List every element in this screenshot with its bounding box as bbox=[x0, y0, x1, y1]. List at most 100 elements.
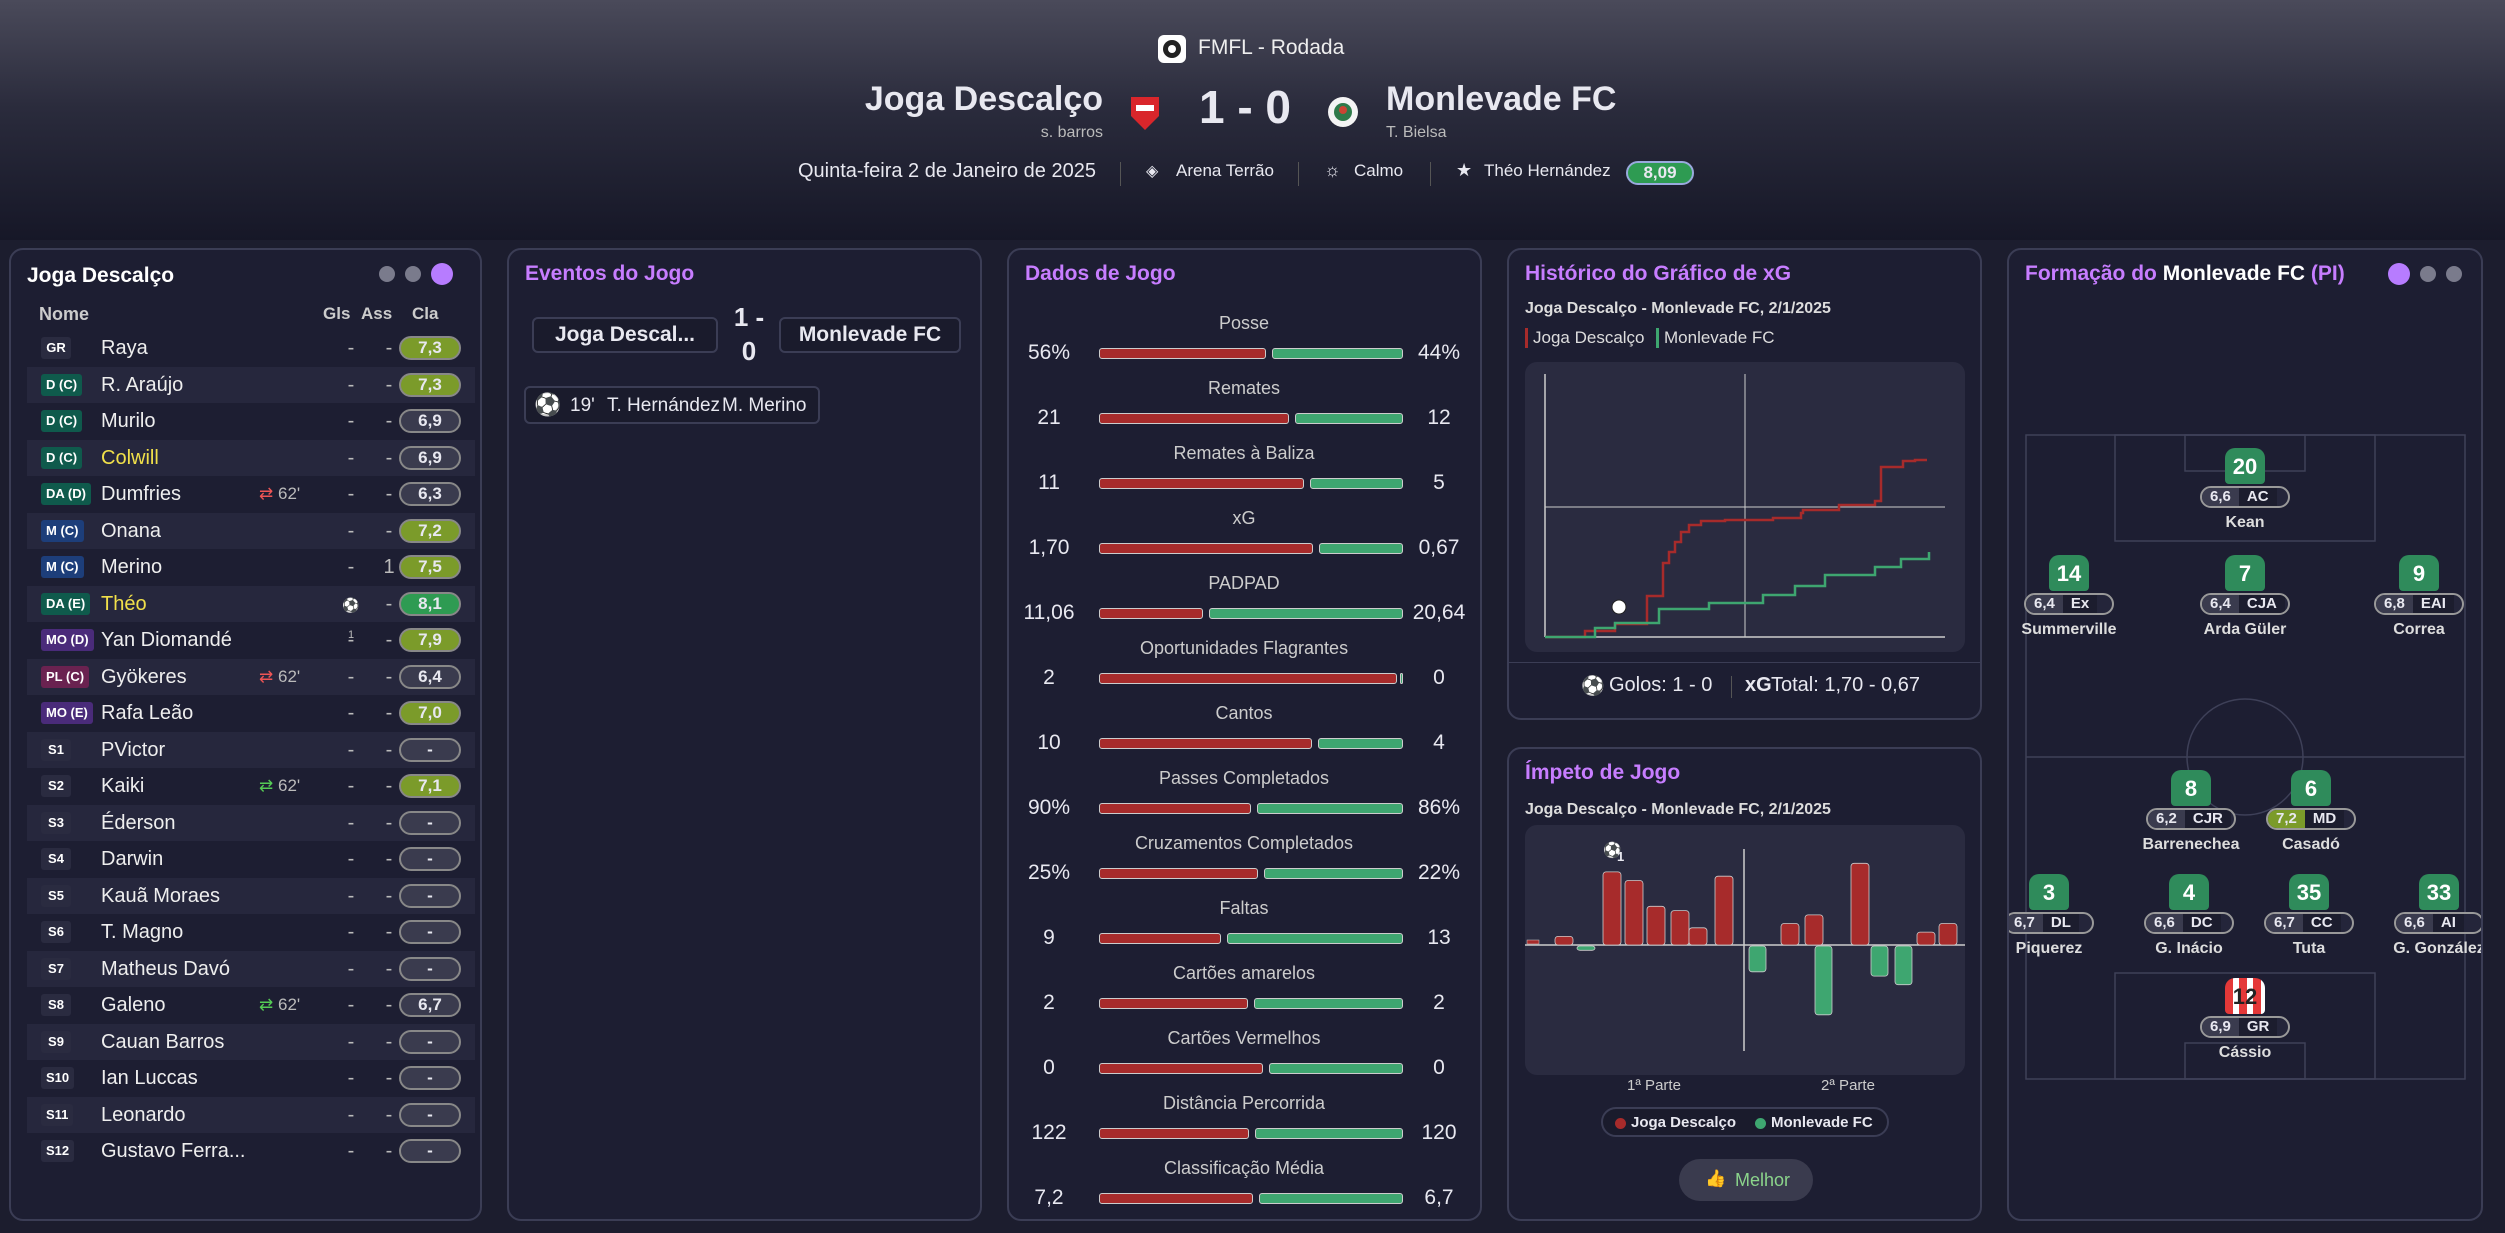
player-row[interactable]: S7 Matheus Davó - - - bbox=[27, 950, 475, 987]
col-header-cla[interactable]: Cla bbox=[412, 304, 439, 323]
player-name[interactable]: Rafa Leão bbox=[101, 702, 194, 724]
stat-row: Passes Completados 90% 86% bbox=[1009, 768, 1479, 833]
player-name[interactable]: Murilo bbox=[101, 410, 156, 432]
player-assists: - bbox=[385, 957, 393, 980]
player-rating: 6,7 bbox=[399, 993, 461, 1017]
lineup-pager[interactable] bbox=[379, 263, 453, 285]
page-dot[interactable] bbox=[2446, 266, 2462, 282]
player-name[interactable]: T. Magno bbox=[101, 921, 184, 943]
player-rating: 6,3 bbox=[399, 482, 461, 506]
player-name[interactable]: Kauã Moraes bbox=[101, 884, 220, 907]
player-assists: - bbox=[385, 1030, 393, 1053]
page-dot[interactable] bbox=[2420, 266, 2436, 282]
player-name[interactable]: Gyökeres bbox=[101, 665, 187, 688]
shirt-icon: 35 bbox=[2289, 874, 2329, 910]
best-button[interactable]: 👍 Melhor bbox=[1679, 1159, 1813, 1201]
player-name[interactable]: Théo bbox=[101, 592, 147, 615]
player-name[interactable]: Cauan Barros bbox=[101, 1030, 225, 1053]
player-row[interactable]: S10 Ian Luccas - - - bbox=[27, 1060, 475, 1096]
player-rating-pill: 6,6 AI bbox=[2394, 912, 2481, 934]
player-assists: - bbox=[385, 373, 393, 396]
player-row[interactable]: D (C) R. Araújo - -7,3 bbox=[27, 366, 475, 403]
player-row[interactable]: S1 PVictor - - - bbox=[27, 731, 475, 768]
player-name[interactable]: R. Araújo bbox=[101, 373, 184, 396]
player-row[interactable]: MO (E) Rafa Leão - -7,0 bbox=[27, 695, 475, 731]
formation-position: GR bbox=[2238, 1018, 2278, 1036]
player-rating: 8,1 bbox=[399, 591, 461, 616]
player-row[interactable]: S6 T. Magno - - - bbox=[27, 914, 475, 950]
stat-label: Remates à Baliza bbox=[1173, 443, 1315, 463]
player-row[interactable]: S9 Cauan Barros - - - bbox=[27, 1023, 475, 1060]
legend-away-label: Monlevade FC bbox=[1771, 1114, 1873, 1131]
formation-pager[interactable] bbox=[2388, 263, 2462, 285]
player-name[interactable]: Éderson bbox=[101, 811, 176, 834]
formation-position: CC bbox=[2302, 914, 2341, 932]
col-header-name[interactable]: Nome bbox=[39, 304, 90, 324]
stat-away-bar bbox=[1208, 608, 1403, 619]
second-half-label: 2ª Parte bbox=[1821, 1077, 1875, 1094]
momentum-chart[interactable] bbox=[1525, 825, 1965, 1075]
position-badge: S9 bbox=[41, 1030, 71, 1053]
player-row[interactable]: M (C) Merino - 1 7,5 bbox=[27, 549, 475, 585]
player-row[interactable]: M (C) Onana - -7,2 bbox=[27, 512, 475, 549]
player-row[interactable]: S8 Galeno ⇄ 62' - -6,7 bbox=[27, 987, 475, 1023]
sub-minute: 62' bbox=[277, 776, 301, 795]
player-row[interactable]: S5 Kauã Moraes - - - bbox=[27, 877, 475, 914]
momentum-bar-home bbox=[1646, 905, 1666, 946]
player-name[interactable]: Merino bbox=[101, 556, 163, 578]
player-goals: - bbox=[347, 884, 355, 907]
page-dot-active[interactable] bbox=[2388, 263, 2410, 285]
player-row[interactable]: DA (D) Dumfries ⇄ 62' - -6,3 bbox=[27, 476, 475, 512]
legend-home-label: Joga Descalço bbox=[1631, 1114, 1737, 1131]
position-badge: MO (E) bbox=[41, 702, 93, 724]
page-dot[interactable] bbox=[379, 266, 395, 282]
player-row[interactable]: S4 Darwin - - - bbox=[27, 841, 475, 877]
match-header bbox=[0, 0, 2505, 240]
player-goals: - bbox=[347, 1067, 355, 1089]
goal-event[interactable]: ⚽ 19' T. Hernández M. Merino bbox=[524, 386, 820, 424]
stat-away-value: 0 bbox=[1433, 666, 1445, 689]
stat-home-bar bbox=[1099, 543, 1313, 554]
away-team-name[interactable]: Monlevade FC bbox=[1386, 80, 1617, 118]
momentum-chart-svg bbox=[1525, 849, 1965, 1051]
player-name[interactable]: Yan Diomandé bbox=[101, 629, 232, 651]
player-row[interactable]: S12 Gustavo Ferra... - - - bbox=[27, 1133, 475, 1169]
col-header-gls[interactable]: Gls bbox=[323, 304, 351, 323]
player-row[interactable]: S11 Leonardo - - - bbox=[27, 1096, 475, 1133]
stat-away-bar bbox=[1259, 1193, 1403, 1204]
page-dot[interactable] bbox=[405, 266, 421, 282]
formation-player-name: Tuta bbox=[2292, 940, 2326, 957]
home-team-name[interactable]: Joga Descalço bbox=[864, 80, 1103, 118]
stat-away-value: 44% bbox=[1417, 341, 1461, 364]
player-name[interactable]: Matheus Davó bbox=[101, 957, 230, 980]
col-header-ass[interactable]: Ass bbox=[361, 304, 393, 323]
player-name[interactable]: Colwill bbox=[101, 446, 159, 469]
xg-chart[interactable] bbox=[1525, 362, 1965, 652]
stat-home-value: 90% bbox=[1027, 796, 1071, 819]
player-row[interactable]: MO (D) Yan Diomandé - -7,9 bbox=[27, 622, 475, 658]
stat-home-value: 9 bbox=[1043, 926, 1055, 949]
player-name[interactable]: Galeno bbox=[101, 994, 166, 1016]
formation-position: DC bbox=[2182, 914, 2221, 932]
page-dot-active[interactable] bbox=[431, 263, 453, 285]
player-row[interactable]: GR Raya - -7,3 bbox=[27, 330, 475, 366]
stats-title: Dados de Jogo bbox=[1025, 262, 1176, 285]
player-name[interactable]: Dumfries bbox=[101, 483, 182, 505]
xg-goal-marker[interactable] bbox=[1611, 599, 1627, 615]
player-name[interactable]: Darwin bbox=[101, 848, 164, 870]
player-name[interactable]: Leonardo bbox=[101, 1103, 186, 1126]
away-crest bbox=[1326, 93, 1360, 136]
player-row[interactable]: S3 Éderson - - - bbox=[27, 804, 475, 841]
player-row[interactable]: DA (E) Théo ⚽1-8,1 bbox=[27, 585, 475, 641]
player-name[interactable]: Onana bbox=[101, 519, 162, 542]
player-name[interactable]: Raya bbox=[101, 337, 148, 359]
player-row[interactable]: D (C) Colwill - -6,9 bbox=[27, 439, 475, 476]
player-name[interactable]: Kaiki bbox=[101, 775, 145, 797]
player-row[interactable]: PL (C) Gyökeres ⇄ 62' - -6,4 bbox=[27, 658, 475, 695]
player-name[interactable]: Gustavo Ferra... bbox=[101, 1140, 246, 1162]
player-row[interactable]: S2 Kaiki ⇄ 62' - -7,1 bbox=[27, 768, 475, 804]
player-name[interactable]: PVictor bbox=[101, 738, 166, 761]
player-name[interactable]: Ian Luccas bbox=[101, 1067, 198, 1089]
momentum-subtitle: Joga Descalço - Monlevade FC, 2/1/2025 bbox=[1525, 801, 1831, 818]
player-row[interactable]: D (C) Murilo - -6,9 bbox=[27, 403, 475, 439]
